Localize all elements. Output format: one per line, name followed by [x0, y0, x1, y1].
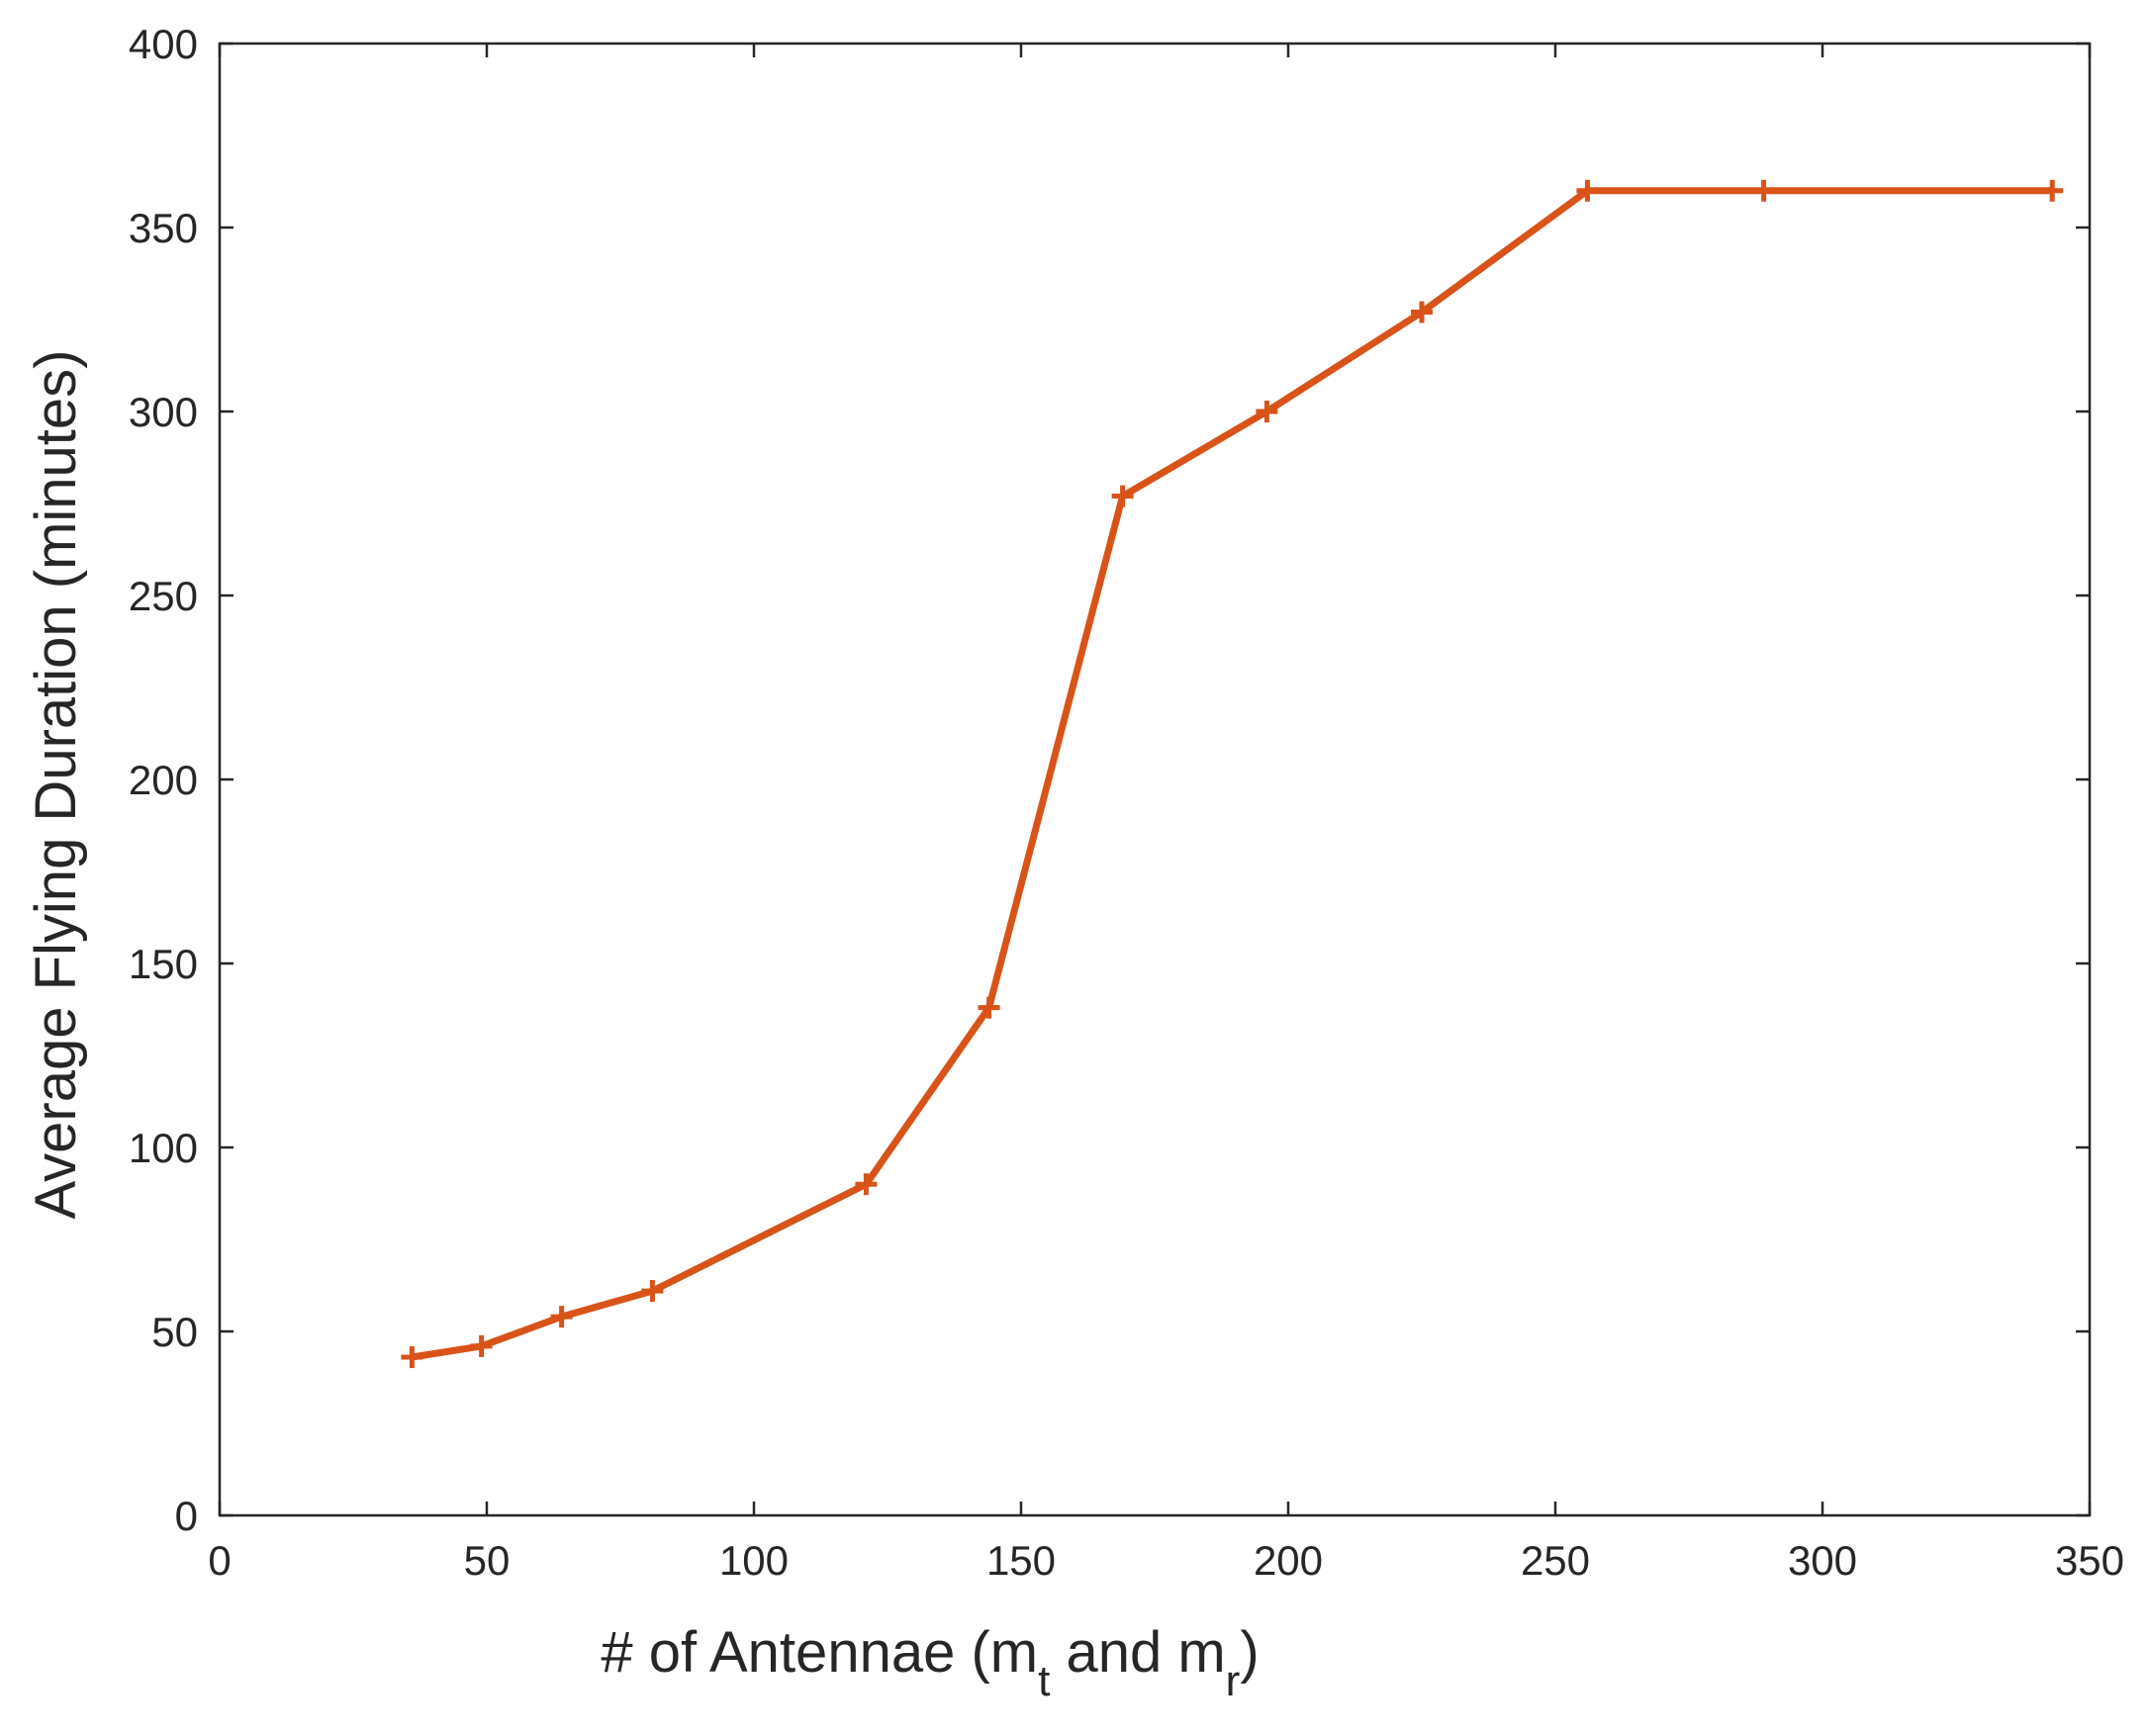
- x-tick-label: 350: [2055, 1537, 2124, 1584]
- data-point-marker: [470, 1334, 493, 1357]
- x-tick-label: 250: [1521, 1537, 1590, 1584]
- data-point-marker: [978, 996, 1000, 1019]
- x-axis-title-subscript-t: t: [1038, 1657, 1050, 1705]
- x-tick-label: 50: [464, 1537, 511, 1584]
- y-tick-label: 100: [129, 1125, 198, 1171]
- y-tick-label: 50: [151, 1309, 198, 1355]
- x-axis-title-subscript-r: r: [1226, 1657, 1241, 1705]
- series-layer: [401, 179, 2064, 1369]
- data-point-marker: [1752, 179, 1775, 202]
- y-tick-label: 0: [175, 1493, 198, 1539]
- data-point-marker: [2041, 179, 2064, 202]
- axes: [218, 42, 2092, 1517]
- data-point-marker: [641, 1280, 664, 1303]
- data-point-marker: [855, 1173, 878, 1196]
- tick-layer: 0 50 100 150 200 250 300 350 0 50 100 150 200 250 300 3…: [129, 21, 2124, 1584]
- data-point-marker: [1576, 179, 1599, 202]
- x-axis-title-middle: and m: [1050, 1620, 1225, 1685]
- x-axis-title-prefix: # of Antennae (m: [601, 1620, 1038, 1685]
- y-tick-label: 150: [129, 941, 198, 987]
- x-tick-label: 200: [1254, 1537, 1323, 1584]
- plot-area-box: [218, 42, 2092, 1517]
- data-point-marker: [1111, 485, 1134, 507]
- x-tick-label: 150: [986, 1537, 1056, 1584]
- x-axis-title-suffix: ): [1240, 1620, 1259, 1685]
- data-point-marker: [550, 1306, 573, 1328]
- x-axis-title: # of Antennae (mt and mr): [601, 1620, 1259, 1705]
- series-line: [408, 187, 2056, 1361]
- y-tick-label: 200: [129, 757, 198, 803]
- x-tick-label: 0: [208, 1537, 231, 1584]
- data-point-marker: [401, 1346, 423, 1369]
- y-tick-label: 300: [129, 389, 198, 435]
- y-tick-label: 350: [129, 205, 198, 251]
- x-tick-label: 300: [1788, 1537, 1857, 1584]
- x-tick-label: 100: [719, 1537, 789, 1584]
- data-point-marker: [1256, 401, 1278, 422]
- y-tick-label: 400: [129, 21, 198, 67]
- y-axis-title: Average Flying Duration (minutes): [24, 350, 88, 1220]
- data-point-marker: [1411, 301, 1433, 323]
- y-tick-label: 250: [129, 573, 198, 619]
